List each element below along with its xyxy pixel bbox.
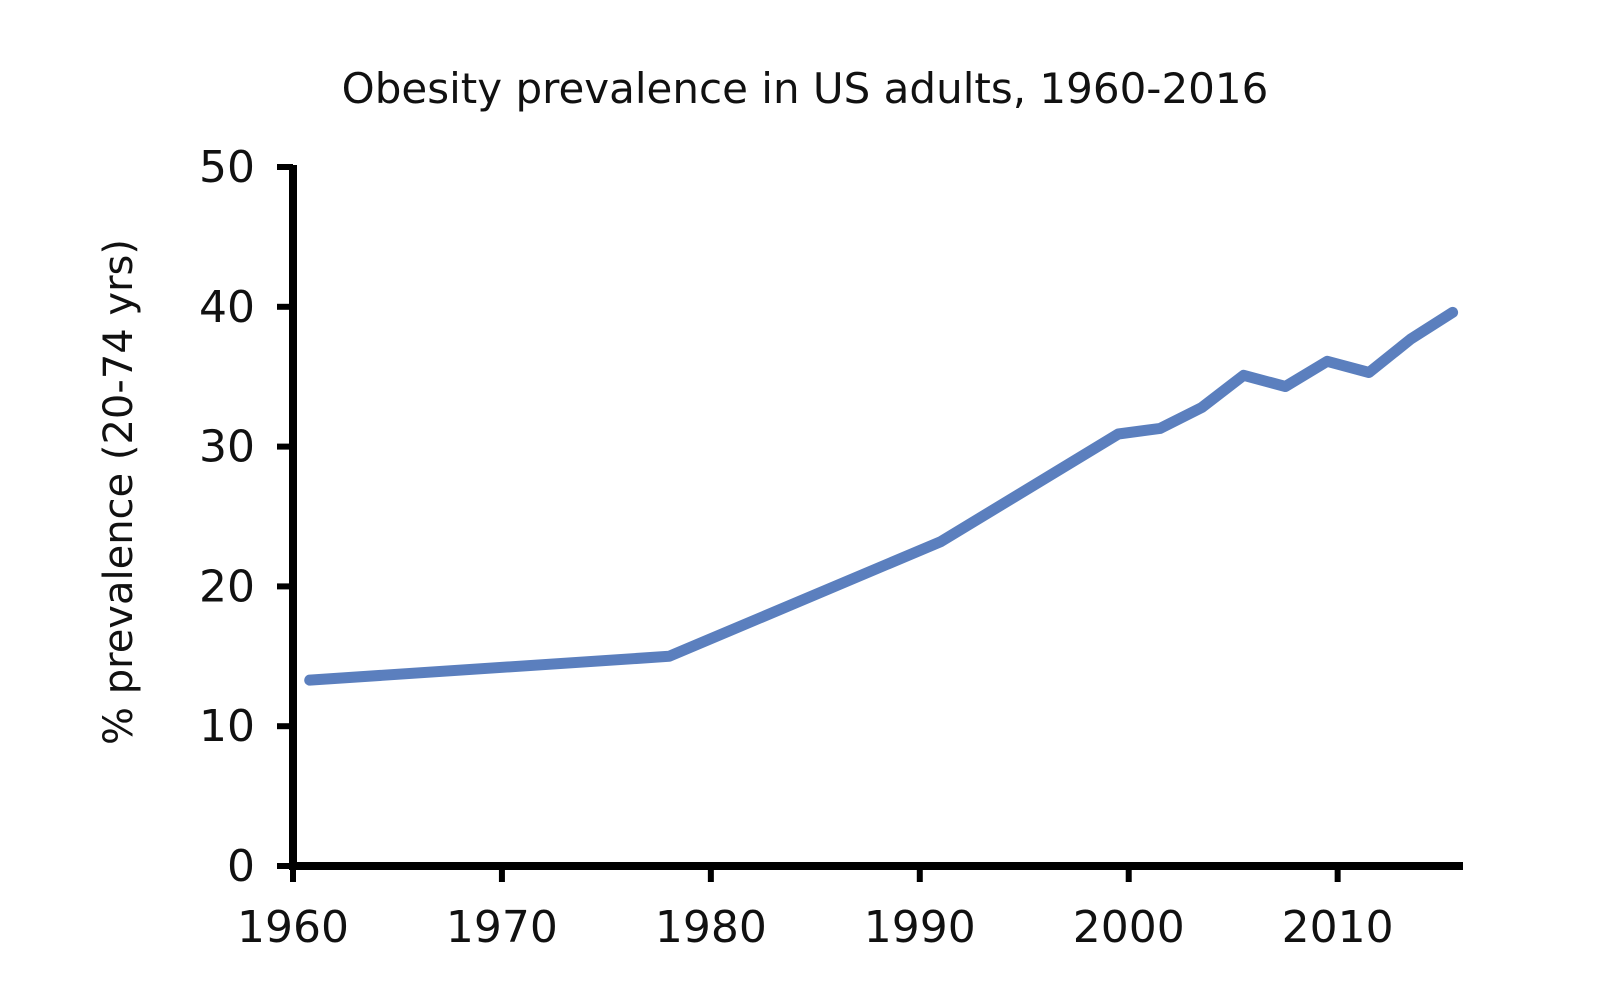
x-tick-label: 1980 (655, 902, 767, 953)
x-tick-label: 2010 (1282, 902, 1394, 953)
y-tick-label: 20 (199, 561, 255, 612)
y-axis-title: % prevalence (20-74 yrs) (96, 239, 142, 745)
x-tick-label: 1970 (446, 902, 558, 953)
y-tick-label: 40 (199, 282, 255, 333)
x-tick-label: 2000 (1073, 902, 1185, 953)
x-tick-label: 1990 (864, 902, 976, 953)
y-tick-label: 50 (199, 142, 255, 193)
x-tick-label: 1960 (237, 902, 349, 953)
y-tick-label: 0 (227, 841, 255, 892)
series-line (304, 306, 1459, 686)
ticks: 0 10 20 30 40 50 1960 1970 1980 1990 2000 2010 (199, 142, 1394, 953)
series-layer (304, 306, 1459, 686)
axes (289, 165, 1463, 870)
y-tick-label: 30 (199, 422, 255, 473)
y-tick-label: 10 (199, 701, 255, 752)
chart-title: Obesity prevalence in US adults, 1960-20… (342, 64, 1269, 113)
